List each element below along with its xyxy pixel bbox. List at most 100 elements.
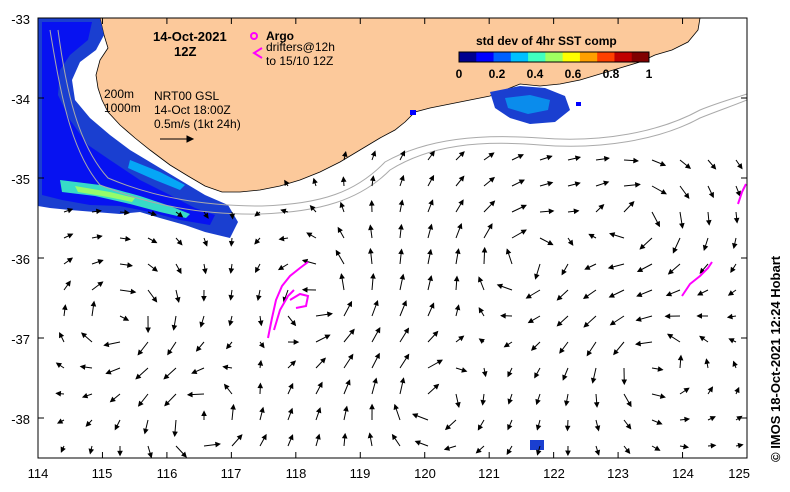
velocity-arrow-head	[626, 400, 632, 408]
velocity-arrow-head	[109, 396, 116, 403]
velocity-arrow-head	[608, 292, 615, 298]
velocity-arrow-head	[574, 155, 582, 161]
velocity-arrow-head	[609, 319, 616, 326]
velocity-arrow-head	[696, 313, 703, 319]
drifter-label-line1: drifters@12h	[266, 40, 335, 54]
velocity-arrow-head	[584, 264, 591, 270]
velocity-arrow-head	[733, 217, 740, 224]
contour-1000-label: 1000m	[104, 101, 141, 115]
velocity-arrow-head	[453, 275, 460, 282]
velocity-arrow-head	[254, 210, 261, 217]
velocity-arrow-head	[257, 382, 264, 389]
velocity-arrow-head	[290, 319, 297, 327]
velocity-arrow-head	[320, 357, 326, 364]
velocity-arrow-head	[147, 452, 153, 458]
lon-tick-label: 115	[92, 466, 113, 481]
drifter-tracks	[267, 183, 747, 339]
contour-200-label: 200m	[104, 87, 134, 101]
velocity-arrow-head	[341, 432, 348, 439]
map-date: 14-Oct-2021	[153, 29, 227, 44]
velocity-arrow-head	[433, 383, 440, 390]
velocity-arrow-head	[65, 280, 71, 287]
sst-stddev-patches	[38, 18, 581, 450]
lon-tick-labels: 114 115 116 117 118 119 120 121 122 123 …	[28, 466, 750, 481]
lon-tick-label: 124	[672, 466, 694, 481]
velocity-arrow-head	[427, 275, 433, 282]
velocity-arrow-head	[398, 199, 405, 206]
velocity-arrow-head	[458, 335, 465, 342]
velocity-arrow-head	[654, 445, 661, 451]
velocity-arrow-head	[708, 191, 714, 199]
velocity-arrow-head	[399, 377, 406, 384]
velocity-arrow-head	[372, 377, 378, 384]
velocity-arrow-head	[547, 181, 554, 187]
velocity-arrow-head	[347, 353, 354, 360]
product-time: 14-Oct 18:00Z	[154, 103, 231, 117]
velocity-arrow-head	[55, 390, 62, 397]
velocity-arrow-head	[391, 433, 398, 441]
lon-tick-label: 120	[414, 466, 436, 481]
velocity-arrow-head	[613, 349, 619, 356]
drifter-chevron-icon	[252, 47, 263, 59]
velocity-arrow-head	[340, 176, 347, 183]
velocity-arrow-head	[489, 200, 496, 207]
velocity-arrow-head	[256, 294, 262, 302]
velocity-arrow-head	[547, 240, 554, 246]
lon-tick-label: 122	[543, 466, 565, 481]
velocity-arrow-head	[726, 313, 733, 320]
velocity-arrow-head	[455, 401, 461, 408]
velocity-arrow-head	[261, 433, 267, 441]
velocity-arrow-head	[574, 181, 581, 187]
velocity-arrow-head	[368, 247, 374, 254]
velocity-arrow-head	[565, 450, 571, 457]
velocity-arrow-head	[203, 212, 209, 219]
lon-tick-label: 119	[350, 466, 371, 481]
velocity-arrow-head	[457, 223, 463, 230]
velocity-arrow-head	[730, 266, 736, 274]
velocity-arrow-head	[370, 150, 377, 157]
velocity-arrow-head	[130, 288, 137, 295]
velocity-arrow-head	[458, 175, 465, 182]
velocity-arrow-head	[636, 266, 644, 273]
velocity-arrow-head	[181, 451, 187, 458]
velocity-arrow-head	[215, 441, 221, 448]
velocity-arrow-head	[429, 302, 435, 309]
velocity-arrow-head	[309, 204, 316, 212]
velocity-arrow-head	[60, 446, 66, 453]
velocity-arrow-head	[458, 151, 465, 158]
velocity-arrow-head	[564, 425, 571, 432]
velocity-arrow-head	[393, 403, 399, 411]
velocity-arrow-head	[177, 211, 184, 218]
velocity-arrow-head	[97, 259, 104, 265]
velocity-arrow-head	[562, 374, 568, 381]
lat-tick-label: -37	[11, 332, 30, 347]
velocity-arrow-head	[667, 333, 674, 340]
velocity-arrow-head	[518, 179, 525, 185]
velocity-arrow-head	[398, 223, 404, 230]
velocity-arrow-head	[277, 264, 285, 271]
velocity-arrow-head	[88, 448, 95, 455]
velocity-arrow-head	[202, 240, 208, 247]
velocity-arrow-head	[683, 192, 690, 199]
velocity-arrow-head	[163, 373, 170, 380]
velocity-arrow-head	[455, 248, 461, 255]
velocity-arrow-head	[56, 418, 64, 424]
velocity-arrow-head	[590, 377, 597, 384]
velocity-arrow-head	[174, 296, 181, 303]
velocity-arrow-head	[80, 332, 88, 339]
lat-tick-label: -34	[11, 92, 30, 107]
velocity-arrow-head	[223, 383, 230, 390]
colorbar	[458, 51, 650, 63]
velocity-arrow-head	[59, 331, 65, 339]
colorbar-segment	[562, 52, 581, 62]
velocity-arrow-head	[563, 400, 570, 407]
velocity-arrow-head	[90, 300, 97, 307]
velocity-arrow-head	[151, 266, 158, 272]
velocity-arrow-head	[349, 328, 355, 335]
velocity-arrow-head	[301, 286, 308, 293]
velocity-arrow-head	[228, 320, 234, 327]
velocity-arrow-head	[222, 364, 229, 371]
velocity-arrow-head	[315, 407, 322, 414]
velocity-arrow-head	[432, 330, 439, 337]
plot-frame	[37, 17, 748, 459]
